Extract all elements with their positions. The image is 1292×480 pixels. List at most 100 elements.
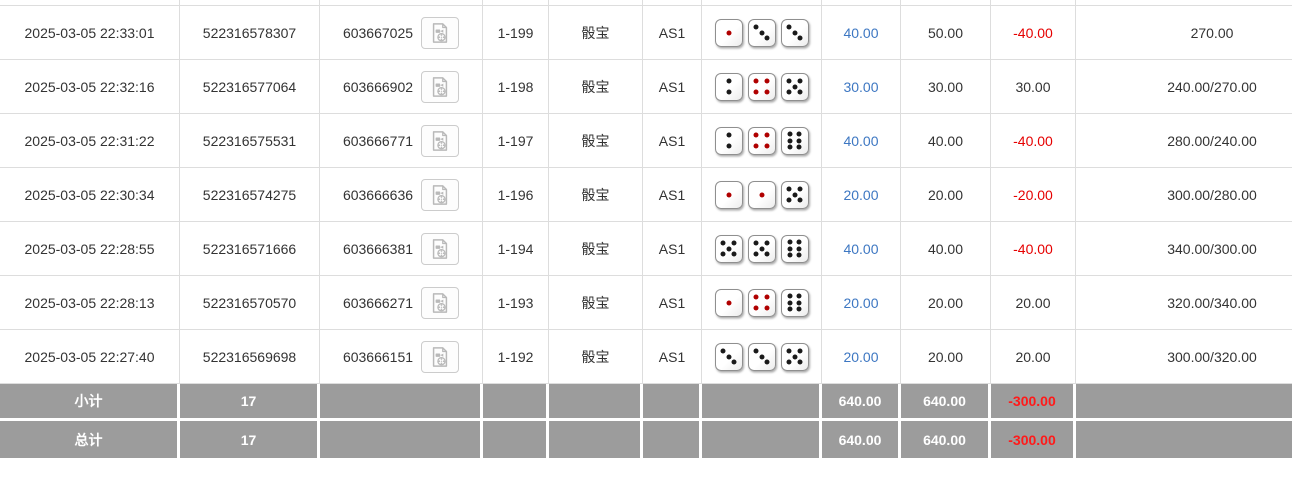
die-pip xyxy=(764,294,770,300)
cell-order-number: 603666636 xyxy=(320,168,483,221)
round-number: 1-196 xyxy=(497,186,534,203)
table-row: 2025-03-05 22:31:22 522316575531 603666771… xyxy=(0,114,1292,168)
cell-win-loss: -40.00 xyxy=(991,6,1076,59)
die-pip xyxy=(787,144,793,150)
cell-bet-amount: 20.00 xyxy=(822,330,901,383)
video-replay-button[interactable] xyxy=(421,16,460,49)
die-pip xyxy=(753,78,759,84)
cell-order-number: 603666381 xyxy=(320,222,483,275)
die-pip xyxy=(759,30,764,35)
balance: 300.00/320.00 xyxy=(1167,348,1257,365)
die-pip xyxy=(786,78,792,84)
die-pip xyxy=(764,132,770,138)
video-replay-button[interactable] xyxy=(421,124,460,157)
die-pip xyxy=(764,89,770,95)
video-replay-button[interactable] xyxy=(421,286,460,319)
cell-win-loss: 20.00 xyxy=(991,276,1076,329)
video-replay-button[interactable] xyxy=(421,70,460,103)
game-name: 骰宝 xyxy=(581,240,610,257)
cell-summary-label: 小计 xyxy=(0,384,180,418)
serial-number: 522316578307 xyxy=(202,24,297,41)
game-name: 骰宝 xyxy=(581,186,610,203)
cell-table-name: AS1 xyxy=(643,168,702,221)
die-pip xyxy=(764,305,770,311)
video-file-icon xyxy=(432,238,448,259)
cell-balance: 340.00/300.00 xyxy=(1076,222,1292,275)
die-pip xyxy=(764,359,770,365)
cell-summary-empty xyxy=(702,421,822,458)
die-pip xyxy=(786,348,792,354)
serial-number: 522316569698 xyxy=(202,348,297,365)
cell-valid-amount: 40.00 xyxy=(901,114,991,167)
cell-order-number: 603667025 xyxy=(320,6,483,59)
die-pip xyxy=(796,306,802,312)
cell-valid-amount: 30.00 xyxy=(901,60,991,113)
table-name: AS1 xyxy=(658,240,686,257)
die-pip xyxy=(753,251,759,257)
cell-round-number: 1-198 xyxy=(483,60,549,113)
cell-balance: 280.00/240.00 xyxy=(1076,114,1292,167)
order-number: 603666636 xyxy=(342,186,414,203)
die-pip xyxy=(786,186,792,192)
die-face-1 xyxy=(714,18,743,47)
die-pip xyxy=(753,143,759,149)
die-pip xyxy=(787,138,793,143)
cell-serial-number: 522316569698 xyxy=(180,330,320,383)
cell-dice-result xyxy=(702,276,822,329)
win-loss: 20.00 xyxy=(1015,348,1051,365)
die-face-5 xyxy=(714,234,743,263)
cell-summary-valid-total: 640.00 xyxy=(901,421,991,458)
bet-amount[interactable]: 20.00 xyxy=(843,294,879,311)
die-pip xyxy=(764,251,770,257)
die-pip xyxy=(797,186,803,192)
bet-amount[interactable]: 20.00 xyxy=(843,348,879,365)
bet-amount[interactable]: 20.00 xyxy=(843,186,879,203)
serial-number: 522316571666 xyxy=(202,240,297,257)
cell-summary-win-loss-total: -300.00 xyxy=(991,384,1076,418)
die-pip xyxy=(726,192,731,197)
cell-bet-time: 2025-03-05 22:31:22 xyxy=(0,114,180,167)
cell-round-number: 1-192 xyxy=(483,330,549,383)
die-face-2 xyxy=(714,72,743,101)
cell-bet-amount: 30.00 xyxy=(822,60,901,113)
die-face-4 xyxy=(747,126,776,155)
cell-bet-time: 2025-03-05 22:27:40 xyxy=(0,330,180,383)
cell-game-name: 骰宝 xyxy=(549,60,643,113)
die-pip xyxy=(786,359,792,365)
cell-game-name: 骰宝 xyxy=(549,222,643,275)
cell-round-number: 1-194 xyxy=(483,222,549,275)
cell-win-loss: -40.00 xyxy=(991,114,1076,167)
die-pip xyxy=(796,144,802,150)
bet-amount[interactable]: 40.00 xyxy=(843,132,879,149)
dice-result xyxy=(714,288,809,317)
die-pip xyxy=(787,239,793,245)
die-pip xyxy=(787,293,793,299)
cell-summary-bet-total: 640.00 xyxy=(822,384,901,418)
order-number: 603666271 xyxy=(342,294,414,311)
cell-bet-amount: 20.00 xyxy=(822,276,901,329)
dice-result xyxy=(714,126,809,155)
round-number: 1-199 xyxy=(497,24,534,41)
video-replay-button[interactable] xyxy=(421,178,460,211)
cell-bet-time: 2025-03-05 22:33:01 xyxy=(0,6,180,59)
video-replay-button[interactable] xyxy=(421,232,460,265)
win-loss: 30.00 xyxy=(1015,78,1051,95)
die-pip xyxy=(797,89,803,95)
summary-bet-total: 640.00 xyxy=(838,431,882,448)
round-number: 1-198 xyxy=(497,78,534,95)
cell-summary-empty xyxy=(483,421,549,458)
video-replay-button[interactable] xyxy=(421,340,460,373)
bet-time: 2025-03-05 22:32:16 xyxy=(24,78,155,95)
bet-amount[interactable]: 40.00 xyxy=(843,24,879,41)
die-pip xyxy=(726,132,731,138)
die-pip xyxy=(764,240,770,246)
bet-amount[interactable]: 40.00 xyxy=(843,240,879,257)
die-pip xyxy=(796,246,802,251)
die-pip xyxy=(753,348,759,354)
die-pip xyxy=(731,359,737,365)
table-name: AS1 xyxy=(658,78,686,95)
die-pip xyxy=(726,89,731,95)
video-file-icon xyxy=(432,292,448,313)
cell-serial-number: 522316571666 xyxy=(180,222,320,275)
bet-amount[interactable]: 30.00 xyxy=(843,78,879,95)
